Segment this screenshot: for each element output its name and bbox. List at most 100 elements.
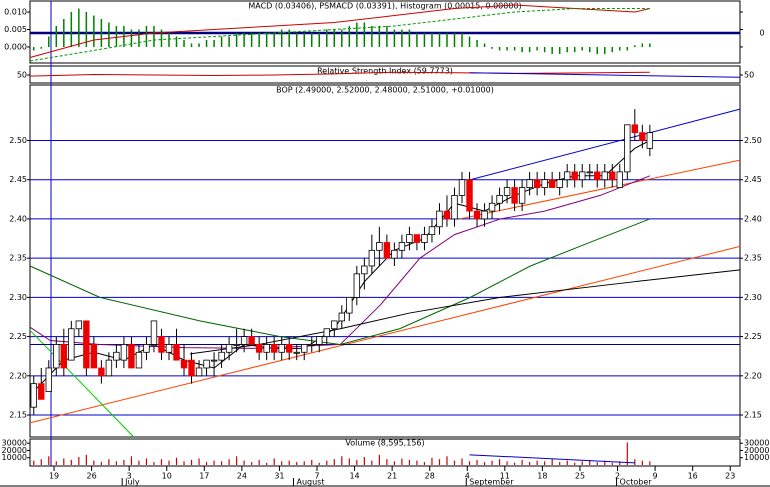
candle-body bbox=[376, 242, 383, 251]
candle-body bbox=[60, 344, 68, 369]
x-tick-label: 28 bbox=[425, 472, 435, 481]
candle-body bbox=[646, 132, 654, 149]
y-tick-label: 0.000 bbox=[4, 42, 27, 51]
candle-body bbox=[368, 249, 376, 267]
candle-body bbox=[180, 359, 188, 369]
month-label: July bbox=[124, 478, 140, 487]
candle-body bbox=[458, 179, 466, 196]
x-tick-label: 25 bbox=[575, 472, 585, 481]
candle-body bbox=[113, 351, 120, 361]
y-tick-label: 2.50 bbox=[9, 136, 27, 145]
candle-body bbox=[308, 344, 315, 346]
candle-body bbox=[548, 179, 556, 188]
candle-body bbox=[38, 383, 45, 400]
candle-body bbox=[105, 359, 113, 377]
macd-line bbox=[29, 4, 650, 58]
candle-body bbox=[443, 210, 451, 220]
candle-body bbox=[526, 179, 533, 188]
candle-body bbox=[120, 344, 128, 361]
x-tick-label: 10 bbox=[162, 472, 172, 481]
candle-body bbox=[511, 187, 518, 204]
x-tick-label: 2 bbox=[615, 472, 620, 481]
candle-body bbox=[406, 234, 413, 243]
price-title: BOP (2.49000, 2.52000, 2.48000, 2.51000,… bbox=[276, 86, 494, 95]
y-tick-label: 2.30 bbox=[9, 293, 27, 302]
candle-body bbox=[436, 210, 443, 228]
candle-body bbox=[338, 312, 345, 322]
rsi-title: Relative Strength Index (59.7773) bbox=[317, 67, 453, 76]
candle-body bbox=[503, 187, 511, 196]
trend-line bbox=[470, 108, 741, 181]
y-tick-label: 2.45 bbox=[9, 175, 27, 184]
x-tick-label: 7 bbox=[314, 472, 319, 481]
x-tick-label: 17 bbox=[199, 472, 209, 481]
y-tick-label: 10000 bbox=[2, 453, 27, 462]
x-tick-label: 31 bbox=[274, 472, 284, 481]
candle-body bbox=[331, 320, 338, 330]
candle-body bbox=[451, 195, 458, 220]
candle-body bbox=[391, 249, 398, 259]
y-tick-label: 2.35 bbox=[744, 254, 762, 263]
y-tick-label: 2.50 bbox=[744, 136, 762, 145]
candle-body bbox=[323, 328, 330, 337]
candle-body bbox=[609, 171, 616, 181]
candle-body bbox=[601, 171, 608, 181]
x-tick-label: 26 bbox=[87, 472, 97, 481]
candle-body bbox=[128, 344, 135, 369]
x-tick-label: 16 bbox=[688, 472, 698, 481]
candle-body bbox=[270, 344, 278, 353]
rsi-line bbox=[469, 72, 741, 78]
candle-body bbox=[263, 344, 270, 353]
y-tick-label: 30000 bbox=[744, 439, 769, 448]
candle-body bbox=[240, 336, 248, 345]
y-tick-label: 20000 bbox=[2, 446, 27, 455]
month-label: August bbox=[296, 478, 324, 487]
candle-body bbox=[413, 234, 421, 243]
candle-body bbox=[624, 124, 631, 173]
x-tick-label: 24 bbox=[237, 472, 247, 481]
x-tick-label: 23 bbox=[725, 472, 735, 481]
candle-body bbox=[361, 265, 368, 275]
candle-body bbox=[563, 171, 571, 181]
candle-body bbox=[83, 320, 90, 369]
candle-body bbox=[488, 202, 496, 212]
candle-body bbox=[75, 320, 83, 330]
candle-body bbox=[594, 171, 601, 181]
candle-body bbox=[218, 351, 225, 361]
candle-body bbox=[571, 171, 578, 181]
candle-body bbox=[301, 344, 308, 353]
candle-body bbox=[225, 344, 233, 353]
candle-body bbox=[496, 195, 503, 204]
y-tick-label: 2.35 bbox=[9, 254, 27, 263]
candle-body bbox=[398, 242, 406, 251]
candle-body bbox=[316, 336, 323, 345]
candle-body bbox=[158, 336, 165, 353]
x-tick-label: 9 bbox=[653, 472, 658, 481]
candle-body bbox=[421, 234, 428, 243]
y-tick-label: 2.45 bbox=[744, 175, 762, 184]
candle-body bbox=[466, 179, 473, 212]
month-label: October bbox=[620, 478, 653, 487]
x-tick-label: 18 bbox=[537, 472, 547, 481]
candle-body bbox=[98, 367, 105, 377]
x-tick-label: 11 bbox=[500, 472, 510, 481]
candle-body bbox=[533, 179, 541, 188]
candle-body bbox=[195, 367, 203, 377]
y-tick-label: 2.40 bbox=[9, 214, 27, 223]
candle-body bbox=[165, 344, 173, 353]
candle-body bbox=[616, 171, 623, 188]
x-tick-label: 4 bbox=[465, 472, 470, 481]
y-tick-label: 2.15 bbox=[744, 411, 762, 420]
candle-body bbox=[278, 344, 285, 353]
candle-body bbox=[53, 344, 60, 369]
candle-body bbox=[248, 336, 255, 345]
candle-body bbox=[173, 344, 180, 361]
candle-body bbox=[541, 179, 548, 188]
volume-title: Volume (8,595,156) bbox=[345, 439, 424, 448]
candle-body bbox=[30, 383, 37, 408]
y-tick-label: 0.005 bbox=[4, 25, 27, 34]
candle-body bbox=[68, 328, 75, 361]
candle-body bbox=[639, 132, 646, 141]
candle-body bbox=[556, 179, 563, 188]
